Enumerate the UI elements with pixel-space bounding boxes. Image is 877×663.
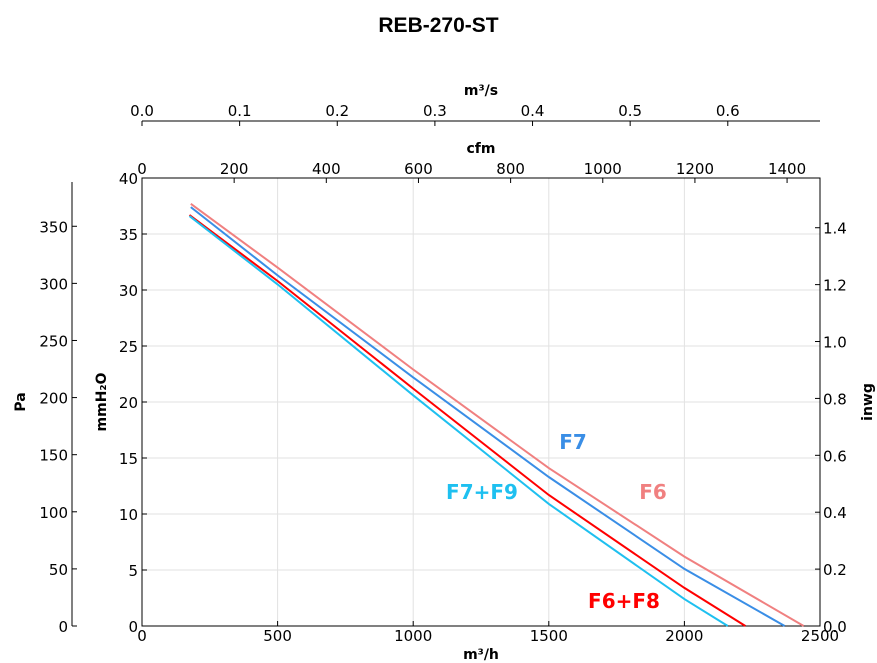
pa-tick-label: 250 xyxy=(39,332,68,350)
series-line-f6 xyxy=(190,202,805,627)
y-axis-label: mmH₂O xyxy=(94,372,110,431)
inwg-tick-label: 1.2 xyxy=(823,277,847,295)
y-tick-label: 40 xyxy=(119,170,138,188)
x-tick-label: 2000 xyxy=(665,627,703,645)
cfm-tick-label: 200 xyxy=(220,160,249,178)
m3s-tick-label: 0.3 xyxy=(423,102,447,120)
y-tick-label: 25 xyxy=(119,338,138,356)
cfm-tick-label: 600 xyxy=(404,160,433,178)
inwg-tick-label: 0.0 xyxy=(823,618,847,636)
y-tick-label: 5 xyxy=(128,562,138,580)
pa-tick-label: 150 xyxy=(39,447,68,465)
cfm-tick-label: 400 xyxy=(312,160,341,178)
cfm-tick-label: 1000 xyxy=(584,160,622,178)
inwg-axis-label: inwg xyxy=(860,383,876,421)
pa-tick-label: 100 xyxy=(39,504,68,522)
y-tick-label: 35 xyxy=(119,226,138,244)
y-tick-label: 20 xyxy=(119,394,138,412)
inwg-tick-label: 0.8 xyxy=(823,390,847,408)
cfm-tick-label: 1200 xyxy=(676,160,714,178)
y-tick-label: 0 xyxy=(128,618,138,636)
inwg-tick-label: 1.0 xyxy=(823,334,847,352)
pa-tick-label: 200 xyxy=(39,390,68,408)
y-tick-label: 10 xyxy=(119,506,138,524)
m3s-tick-label: 0.6 xyxy=(716,102,740,120)
m3s-tick-label: 0.2 xyxy=(325,102,349,120)
x-tick-label: 500 xyxy=(263,627,292,645)
cfm-tick-label: 0 xyxy=(137,160,147,178)
chart-title: REB-270-ST xyxy=(378,14,499,37)
x-tick-label: 1500 xyxy=(530,627,568,645)
y-tick-label: 15 xyxy=(119,450,138,468)
inwg-tick-label: 0.6 xyxy=(823,447,847,465)
x-axis-label: m³/h xyxy=(463,647,499,663)
y-tick-label: 30 xyxy=(119,282,138,300)
series-label-f7: F7 xyxy=(559,430,587,454)
series-label-f7-f9: F7+F9 xyxy=(446,480,518,504)
pa-axis-label: Pa xyxy=(13,392,29,411)
x-tick-label: 2500 xyxy=(801,627,839,645)
series-line-f6-f8 xyxy=(188,214,746,627)
pa-tick-label: 50 xyxy=(49,561,68,579)
series-label-f6: F6 xyxy=(639,480,667,504)
pa-tick-label: 300 xyxy=(39,275,68,293)
inwg-tick-label: 1.4 xyxy=(823,220,847,238)
m3s-tick-label: 0.4 xyxy=(521,102,545,120)
cfm-tick-label: 800 xyxy=(496,160,525,178)
inwg-tick-label: 0.2 xyxy=(823,561,847,579)
pa-tick-label: 350 xyxy=(39,218,68,236)
series-label-f6-f8: F6+F8 xyxy=(588,589,660,613)
cfm-tick-label: 1400 xyxy=(768,160,806,178)
series-line-f7 xyxy=(190,206,786,627)
m3s-tick-label: 0.1 xyxy=(228,102,252,120)
x-tick-label: 1000 xyxy=(394,627,432,645)
inwg-tick-label: 0.4 xyxy=(823,504,847,522)
x-tick-label: 0 xyxy=(137,627,147,645)
pa-tick-label: 0 xyxy=(58,618,68,636)
m3s-tick-label: 0.0 xyxy=(130,102,154,120)
m3s-tick-label: 0.5 xyxy=(618,102,642,120)
m3s-axis-label: m³/s xyxy=(464,83,498,99)
series-line-f7-f9 xyxy=(188,215,729,627)
cfm-axis-label: cfm xyxy=(467,141,496,157)
